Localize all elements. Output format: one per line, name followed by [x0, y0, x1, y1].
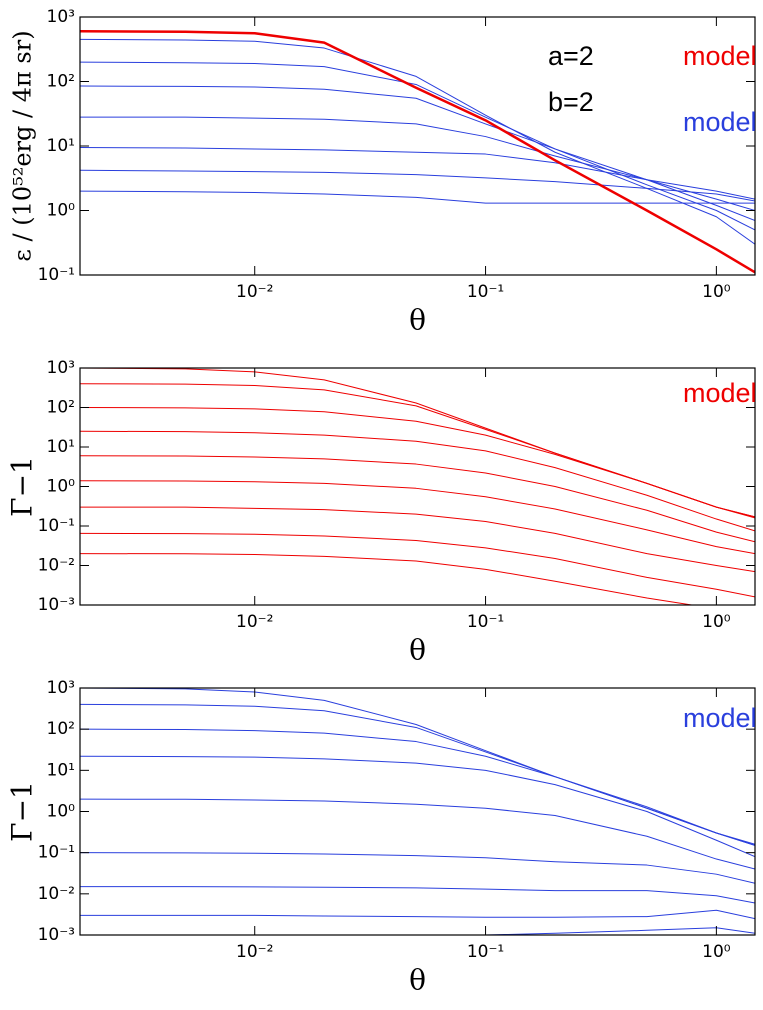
x-tick-label: 10⁰ [702, 612, 731, 632]
x-tick-label: 10⁻² [236, 282, 273, 302]
annotation: a=2 [548, 41, 594, 71]
y-tick-label: 10⁻¹ [38, 265, 75, 285]
y-tick-label: 10¹ [47, 136, 75, 156]
curve [80, 728, 755, 846]
curve [80, 61, 755, 231]
curve [80, 532, 755, 598]
curve [80, 553, 695, 605]
curve [80, 927, 755, 935]
curve [80, 852, 755, 884]
x-tick-label: 10⁻¹ [467, 282, 504, 302]
y-tick-label: 10⁻² [38, 884, 75, 904]
y-tick-label: 10² [47, 72, 75, 92]
y-tick-label: 10³ [47, 358, 75, 378]
y-axis-label: ε / (10⁵²erg / 4π sr) [9, 30, 37, 261]
y-tick-label: 10⁻³ [38, 925, 75, 945]
curve [80, 688, 755, 845]
curve [80, 909, 755, 920]
curve [80, 755, 755, 858]
panel: 10⁻³ 10⁻² 10⁻¹ 10⁰ 10¹ 10² 10³ 10⁻² 10⁻¹ 10⁰ θ Γ−1 m… [6, 358, 763, 667]
annotation: model 2 [683, 107, 763, 137]
curve [80, 169, 755, 202]
y-tick-label: 10⁰ [47, 477, 76, 497]
curve [80, 190, 755, 204]
curve [80, 38, 755, 245]
curve [80, 506, 755, 573]
y-axis-label: Γ−1 [6, 456, 39, 517]
lines [80, 368, 755, 605]
x-axis-label: θ [409, 304, 426, 337]
y-tick-label: 10⁰ [47, 802, 76, 822]
y-tick-label: 10² [47, 719, 75, 739]
y-tick-label: 10³ [47, 7, 75, 27]
curve [80, 430, 755, 532]
curve [80, 407, 755, 519]
curve [80, 30, 755, 274]
curve [80, 480, 755, 555]
x-tick-label: 10⁰ [702, 942, 731, 962]
y-tick-label: 10¹ [47, 437, 75, 457]
curve [80, 455, 755, 543]
annotation: b=2 [548, 87, 594, 117]
x-axis-label: θ [409, 964, 426, 997]
x-axis-label: θ [409, 634, 426, 667]
annotation: model 2 [683, 703, 763, 733]
x-tick-label: 10⁻¹ [467, 612, 504, 632]
lines [80, 30, 755, 274]
y-tick-label: 10³ [47, 678, 75, 698]
panel: 10⁻¹ 10⁰ 10¹ 10² 10³ 10⁻² 10⁻¹ 10⁰ θ ε / (10⁵²erg… [9, 7, 763, 337]
curve [80, 146, 755, 200]
y-tick-label: 10⁻¹ [38, 843, 75, 863]
annotation: model 1 [683, 41, 763, 71]
x-tick-label: 10⁻² [236, 942, 273, 962]
y-tick-label: 10⁻² [38, 556, 75, 576]
curve [80, 85, 755, 221]
annotation: model 1 [683, 378, 763, 408]
lines [80, 688, 755, 935]
curve [80, 886, 755, 904]
curve [80, 798, 755, 870]
panel: 10⁻³ 10⁻² 10⁻¹ 10⁰ 10¹ 10² 10³ 10⁻² 10⁻¹ 10⁰ θ Γ−1 m… [6, 678, 763, 997]
y-axis-label: Γ−1 [6, 781, 39, 842]
x-tick-label: 10⁻² [236, 612, 273, 632]
plot-frame [79, 16, 756, 276]
y-tick-label: 10² [47, 398, 75, 418]
y-tick-label: 10⁰ [47, 201, 76, 221]
x-tick-label: 10⁻¹ [467, 942, 504, 962]
y-tick-label: 10¹ [47, 760, 75, 780]
y-tick-label: 10⁻¹ [38, 516, 75, 536]
curve [80, 368, 755, 518]
curve [80, 703, 755, 846]
curve [80, 116, 755, 211]
x-tick-label: 10⁰ [702, 282, 731, 302]
y-tick-label: 10⁻³ [38, 595, 75, 615]
